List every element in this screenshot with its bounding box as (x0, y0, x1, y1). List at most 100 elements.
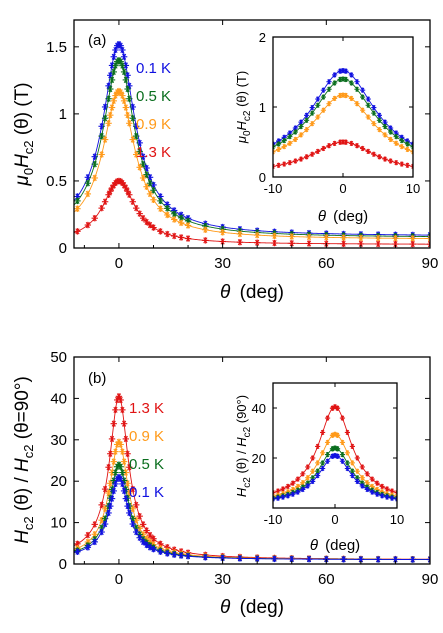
point-1.3K-28 (177, 234, 185, 241)
xtick-label--10: -10 (264, 181, 283, 196)
point-1.3K-34 (271, 239, 278, 247)
point-0.9K-26 (164, 211, 171, 219)
point-0.5K-9 (112, 469, 119, 476)
point-0.5K-14 (120, 68, 128, 76)
point-0.1K-28 (177, 552, 185, 559)
point-1.3K-22 (143, 527, 150, 534)
point-1.3K-9 (112, 406, 119, 414)
point-1.3K-19 (133, 204, 140, 212)
point-0.1K-10 (320, 465, 326, 472)
point-0.1K-27 (171, 551, 178, 558)
panel-a-ticks: 0 30 60 90 0 0.5 1 1.5 (46, 20, 438, 272)
legend-b-0: 1.3 K (129, 400, 164, 417)
panel-a-inset-ylabel-theta: (θ) (234, 91, 249, 111)
point-0.1K-6 (304, 112, 310, 118)
panel-a-label: (a) (88, 32, 106, 49)
point-0.1K-18 (359, 483, 365, 489)
legend-b-2: 0.5 K (129, 456, 164, 473)
point-0.5K-1 (84, 179, 92, 187)
panel-a-inset-plot-area (273, 68, 413, 169)
point-1.3K-17 (365, 148, 371, 155)
point-0.1K-23 (384, 494, 390, 500)
point-1.3K-26 (164, 230, 171, 238)
point-0.9K-17 (126, 489, 133, 497)
point-0.1K-13 (119, 480, 126, 488)
point-0.9K-14 (120, 458, 128, 465)
point-0.5K-28 (343, 76, 349, 83)
point-1.3K-41 (392, 240, 399, 248)
point-0.1K-28 (343, 68, 349, 74)
panel-a-ylabel: μ0Hc2 (θ) (T) (12, 82, 36, 186)
panel-a-ylabel-mu: μ (12, 175, 33, 187)
point-0.9K-10 (326, 101, 332, 107)
clipBi-marks (273, 404, 397, 502)
point-0.5K-10 (320, 460, 326, 466)
series-line-0.1K (74, 43, 430, 236)
point-1.3K-18 (129, 198, 136, 205)
point-0.9K-0 (74, 205, 81, 212)
point-0.9K-24 (404, 146, 410, 153)
point-0.9K-17 (126, 120, 133, 127)
point-0.5K-28 (334, 446, 341, 452)
point-0.1K-5 (295, 489, 301, 495)
point-0.5K-15 (354, 86, 360, 92)
point-1.3K-15 (344, 429, 350, 436)
point-0.1K-25 (394, 496, 397, 502)
point-0.9K-16 (360, 107, 366, 113)
point-0.5K-21 (139, 160, 147, 168)
point-0.5K-22 (393, 134, 399, 140)
point-0.9K-12 (117, 441, 124, 448)
point-0.9K-28 (343, 92, 349, 99)
point-0.5K-10 (326, 86, 332, 92)
point-1.3K-19 (364, 471, 370, 477)
point-1.3K-4 (290, 480, 296, 486)
point-0.9K-29 (184, 222, 192, 229)
point-0.9K-3 (287, 140, 293, 146)
point-0.5K-26 (164, 205, 171, 212)
point-1.3K-9 (320, 145, 326, 152)
point-0.9K-5 (105, 120, 112, 127)
point-0.1K-5 (298, 119, 304, 125)
point-0.1K-18 (371, 104, 377, 111)
point-1.3K-14 (348, 140, 354, 147)
point-1.3K-23 (384, 486, 390, 492)
point-0.1K-27 (340, 68, 346, 74)
point-0.9K-5 (105, 489, 112, 497)
point-0.9K-0 (273, 149, 276, 155)
xtick-label--10: -10 (264, 512, 283, 527)
ytick-label-0.5: 0.5 (46, 173, 67, 190)
panel-a-inset-ylabel: μ0Hc2 (θ) (T) (234, 71, 253, 144)
panel-a-plot-area (74, 40, 430, 248)
point-0.9K-9 (112, 448, 119, 455)
point-1.3K-4 (101, 485, 109, 493)
point-1.3K-15 (354, 143, 360, 149)
point-0.1K-24 (150, 545, 157, 553)
point-0.1K-10 (326, 79, 332, 85)
point-0.1K-18 (129, 520, 136, 528)
point-1.3K-6 (300, 471, 306, 477)
point-0.9K-31 (219, 229, 226, 236)
legend-a-1: 0.5 K (136, 88, 171, 105)
point-0.1K-6 (300, 486, 306, 493)
point-0.9K-20 (382, 132, 388, 138)
point-1.3K-19 (133, 501, 140, 509)
point-0.9K-27 (171, 216, 178, 223)
point-0.9K-8 (110, 97, 117, 105)
panel-a-inset-bg (273, 37, 413, 177)
point-0.9K-17 (365, 114, 371, 120)
point-0.9K-6 (300, 480, 306, 486)
point-0.5K-14 (339, 451, 346, 458)
point-0.1K-4 (101, 520, 109, 528)
point-1.3K-30 (202, 237, 209, 244)
point-1.3K-36 (305, 240, 313, 247)
point-0.5K-5 (298, 123, 304, 130)
clipAi-marks (273, 68, 413, 169)
panel-b-inset-xlabel: θ (deg) (310, 537, 360, 554)
panel-a-xlabel: θ (deg) (220, 282, 284, 303)
point-1.3K-28 (334, 405, 341, 411)
series-line-0.5K (74, 59, 430, 237)
point-0.9K-15 (122, 104, 130, 111)
point-0.9K-42 (409, 235, 416, 242)
point-1.3K-1 (84, 221, 92, 229)
